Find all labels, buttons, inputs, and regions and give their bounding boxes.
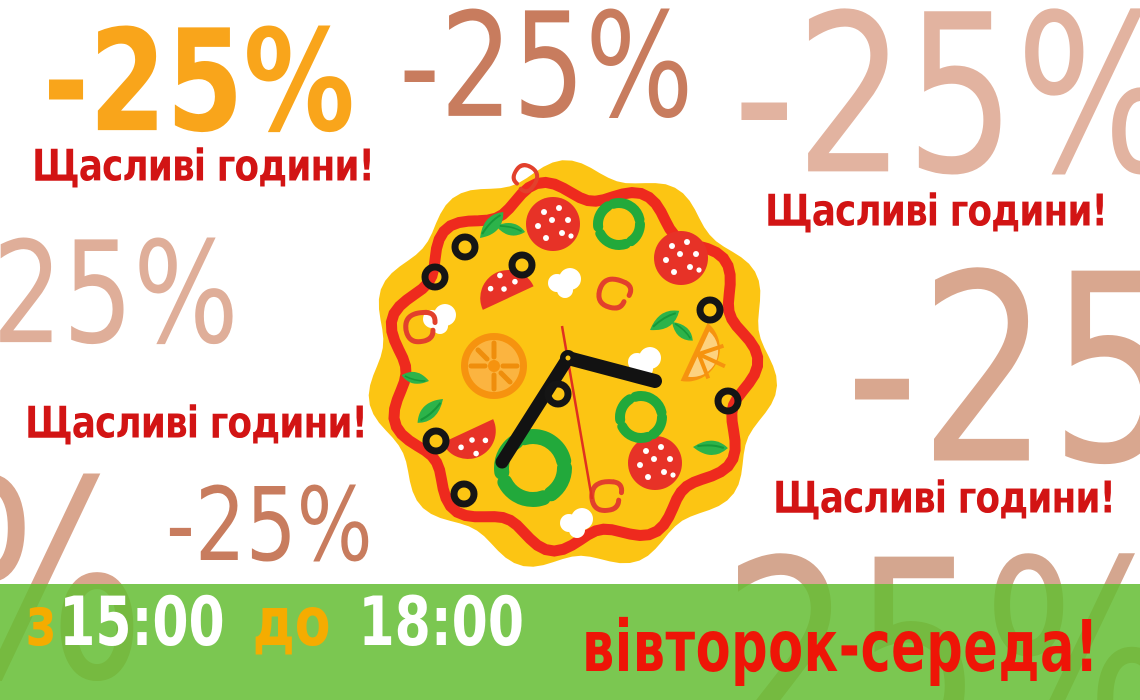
minute-hand [495,351,575,469]
hour-hand [561,351,662,388]
discount-bottom-left: -25% [166,466,373,585]
discount-top-left: -25% [43,0,355,165]
days-label: вівторок-середа! [582,606,1099,689]
discount-top-right: -25% [733,0,1140,224]
from-time: 15:00 [59,583,225,662]
schedule-time: з15:00 до 18:00 [26,589,524,657]
to-word: до [252,583,331,662]
to-time: 18:00 [358,583,525,662]
discount-top-center: -25% [399,0,694,151]
from-word: з [26,583,57,662]
pizza-crust-ring [385,176,764,557]
discount-mid-left: 25% [0,212,239,377]
happy-hours-label-top-left: Щасливі години! [32,141,375,192]
clock-hands [495,325,662,500]
happy-hours-label-left: Щасливі години! [25,398,368,449]
happy-hours-label-bottom-right: Щасливі години! [773,473,1116,524]
schedule-bar: з15:00 до 18:00 вівторок-середа! [0,584,1140,700]
happy-hours-label-right: Щасливі години! [765,186,1108,237]
discount-mid-right: -25 [845,220,1140,523]
